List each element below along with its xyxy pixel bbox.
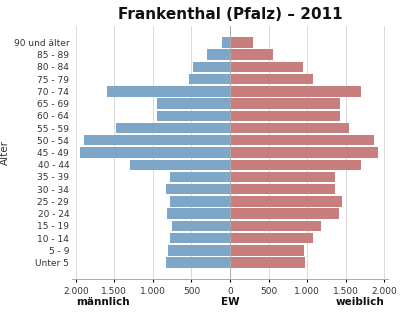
Bar <box>230 184 335 194</box>
Bar <box>166 257 230 268</box>
Bar <box>230 37 253 48</box>
Bar <box>230 196 342 207</box>
Bar <box>222 37 230 48</box>
Bar <box>172 221 230 231</box>
Title: Frankenthal (Pfalz) – 2011: Frankenthal (Pfalz) – 2011 <box>118 7 342 22</box>
Bar <box>230 245 304 256</box>
X-axis label: EW: EW <box>221 297 239 307</box>
Bar <box>230 147 378 158</box>
Bar <box>170 172 230 182</box>
Bar <box>230 111 340 121</box>
Bar <box>80 147 230 158</box>
Bar <box>230 86 361 97</box>
Bar <box>170 196 230 207</box>
Bar <box>157 98 230 109</box>
Bar <box>189 74 230 84</box>
Bar <box>230 62 303 72</box>
Bar <box>230 160 361 170</box>
Bar <box>107 86 230 97</box>
Bar <box>130 160 230 170</box>
Bar <box>230 123 349 133</box>
Y-axis label: Alter: Alter <box>0 140 10 165</box>
Bar <box>168 245 230 256</box>
Bar <box>230 74 313 84</box>
Bar <box>230 233 313 243</box>
Bar <box>167 208 230 219</box>
Bar <box>230 172 335 182</box>
Bar <box>230 257 305 268</box>
Text: weiblich: weiblich <box>335 297 384 307</box>
Bar <box>116 123 230 133</box>
Text: männlich: männlich <box>76 297 130 307</box>
Bar <box>230 135 374 145</box>
Bar <box>230 221 321 231</box>
Bar <box>157 111 230 121</box>
Bar <box>170 233 230 243</box>
Bar <box>207 49 230 60</box>
Bar <box>166 184 230 194</box>
Bar <box>230 98 340 109</box>
Bar <box>230 49 273 60</box>
Bar <box>84 135 230 145</box>
Bar <box>230 208 339 219</box>
Bar <box>193 62 230 72</box>
